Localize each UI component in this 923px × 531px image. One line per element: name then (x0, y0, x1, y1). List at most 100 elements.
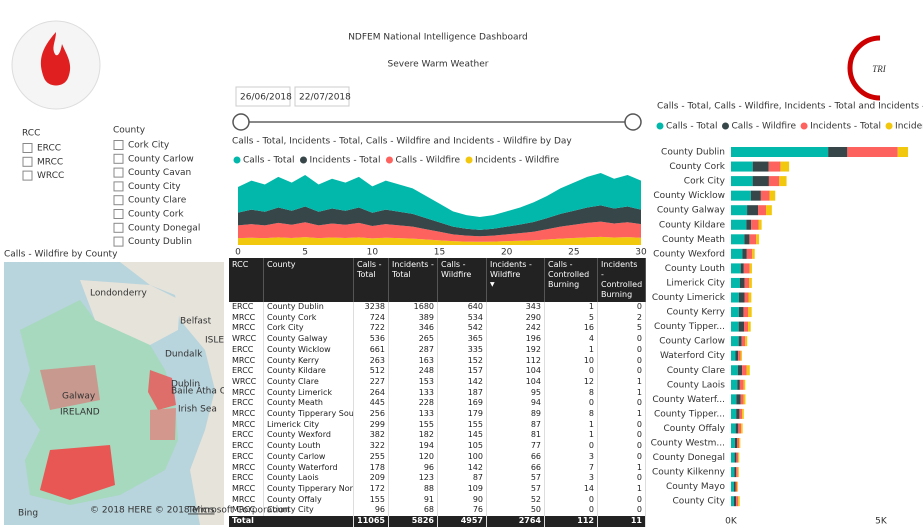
checkbox[interactable] (113, 181, 124, 192)
table-cell: 382 (353, 430, 389, 442)
checkbox[interactable] (22, 156, 33, 167)
area-series (238, 173, 641, 230)
table-cell: County City (263, 505, 354, 517)
bar-segment (734, 452, 737, 463)
bar-segment (737, 481, 738, 492)
table-cell: 0 (597, 473, 646, 484)
checkbox[interactable] (113, 167, 124, 178)
table-cell: 290 (486, 312, 545, 324)
bar-segment (744, 277, 750, 288)
bar-segment (740, 263, 744, 274)
chart-title: Calls - Total, Calls - Wildfire, Inciden… (657, 102, 923, 112)
bar-segment (748, 307, 752, 318)
column-header: RCC (229, 258, 264, 302)
checkbox[interactable] (113, 195, 124, 206)
filter-item: WRCC (37, 171, 64, 181)
table-row: MRCC County Limerick 264 133 187 95 8 1 (229, 387, 646, 399)
table-cell: 105 (437, 441, 487, 452)
table-cell: MRCC (229, 494, 264, 506)
map-label: Galway (62, 392, 96, 402)
bar-segment (731, 307, 739, 318)
bar-segment (737, 379, 740, 390)
bar-segment (738, 336, 742, 347)
total-cell: 112 (544, 516, 598, 527)
x-tick-label: 15 (434, 248, 445, 258)
category-label: County Carlow (659, 337, 725, 347)
table-cell: 68 (388, 505, 438, 517)
table-cell: 0 (597, 366, 646, 377)
bar-segment (739, 277, 745, 288)
table-cell: 182 (388, 430, 438, 442)
x-tick-label: 5 (302, 248, 308, 258)
bar-segment (736, 452, 739, 463)
table-cell: 0 (544, 505, 598, 517)
checkbox[interactable] (113, 222, 124, 233)
table-cell: 0 (597, 505, 646, 517)
bar-segment (742, 248, 747, 259)
category-label: County Offaly (663, 424, 725, 434)
legend-swatch (299, 156, 307, 164)
bar-segment (743, 263, 750, 274)
x-tick-label: 5K (875, 517, 888, 527)
table-cell: County Louth (263, 441, 354, 452)
legend-label: Incidents - Total (810, 122, 881, 132)
checkbox[interactable] (113, 140, 124, 150)
filter-item: MRCC (37, 157, 63, 167)
bar-segment (731, 438, 735, 448)
checkbox[interactable] (113, 209, 124, 219)
table-row: MRCC County Tipperary South 256 133 179 89 8 1 (229, 409, 646, 420)
table-cell: County Cork (263, 312, 354, 324)
checkbox[interactable] (22, 170, 33, 181)
legend-label: Calls - Total (666, 122, 717, 132)
checkbox[interactable] (113, 153, 124, 164)
bar-segment (756, 234, 760, 245)
category-label: County Westm... (651, 439, 725, 449)
table-cell: 343 (486, 302, 545, 313)
table-cell: 8 (544, 409, 598, 420)
checkbox[interactable] (22, 143, 33, 153)
bar-segment (736, 496, 739, 507)
table-row: WRCC County Galway 536 265 365 196 4 0 (229, 334, 646, 345)
table-cell: 178 (353, 462, 389, 474)
category-label: County Laois (667, 380, 725, 390)
slider-handle[interactable] (232, 113, 250, 131)
table-cell: 0 (597, 334, 646, 345)
map-label: IRELAND (60, 408, 100, 418)
table-cell: 104 (486, 366, 545, 377)
table-cell: 248 (388, 366, 438, 377)
table-cell: 76 (437, 505, 487, 517)
table-cell: 1 (597, 376, 646, 388)
map-label: Irish Sea (178, 405, 217, 415)
table-cell: 1 (544, 344, 598, 356)
table-cell: 52 (486, 494, 545, 506)
table-cell: 724 (353, 312, 389, 324)
category-label: County Limerick (652, 293, 726, 303)
table-cell: MRCC (229, 483, 264, 495)
table-cell: 256 (353, 409, 389, 420)
bar-segment (760, 190, 770, 201)
checkbox[interactable] (113, 236, 124, 247)
bar-segment (737, 365, 743, 376)
category-label: County Dublin (661, 148, 725, 158)
date-box (235, 86, 291, 107)
table-cell: County Wexford (263, 430, 354, 442)
table-row: MRCC County Cork 724 389 534 290 5 2 (229, 312, 646, 324)
table-cell: 1 (597, 409, 646, 420)
category-label: County Tipper... (654, 409, 725, 419)
table-cell: 661 (353, 344, 389, 356)
bar-segment (731, 481, 734, 492)
map-label: Belfast (180, 317, 212, 327)
total-cell: 5826 (388, 516, 438, 527)
bar-segment (731, 452, 735, 463)
slider-handle[interactable] (624, 113, 642, 131)
bar-segment (733, 496, 737, 507)
table-cell: 133 (388, 387, 438, 399)
bar-segment (731, 277, 740, 288)
area-series (238, 221, 641, 242)
legend-swatch (800, 122, 808, 130)
bar-segment (746, 219, 752, 230)
table-cell: 0 (544, 398, 598, 410)
x-tick-label: 20 (501, 248, 513, 258)
table-cell: 346 (388, 323, 438, 335)
table-cell: 66 (486, 462, 545, 474)
